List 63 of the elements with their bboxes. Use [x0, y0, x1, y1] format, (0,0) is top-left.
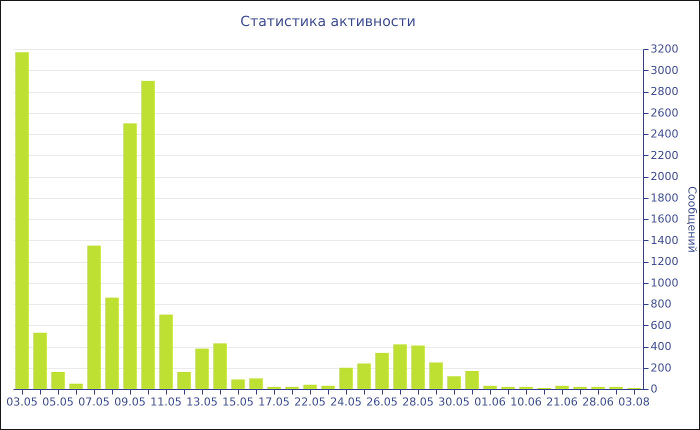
- bar: [33, 332, 47, 389]
- x-tick-label: 01.06: [474, 396, 506, 408]
- bar: [411, 345, 425, 389]
- bar: [339, 368, 353, 389]
- y-tick-label: 2600: [650, 106, 678, 120]
- bar: [357, 364, 371, 389]
- x-tick-label: 24.05: [330, 396, 362, 408]
- y-tick-label: 0: [650, 382, 658, 396]
- bar: [375, 352, 389, 389]
- bar: [303, 384, 317, 389]
- bar: [231, 379, 245, 389]
- y-tick-label: 400: [650, 340, 672, 353]
- x-tick-label: 05.05: [42, 396, 74, 408]
- bar: [177, 372, 191, 389]
- bar: [465, 370, 479, 389]
- bar: [159, 314, 173, 389]
- y-axis-title: Сообщений: [685, 186, 698, 253]
- bar: [555, 386, 569, 389]
- x-tick-label: 22.05: [294, 396, 326, 408]
- bar: [429, 362, 443, 389]
- y-tick-label: 1200: [650, 255, 678, 268]
- x-tick-label: 15.05: [222, 396, 254, 408]
- bar: [51, 372, 65, 389]
- x-tick-label: 11.05: [150, 396, 182, 408]
- x-tick-label: 17.05: [258, 396, 290, 408]
- y-tick-label: 2400: [650, 128, 678, 140]
- y-tick-label: 1400: [650, 234, 678, 247]
- y-tick-label: 3000: [650, 64, 678, 77]
- x-tick-label: 28.05: [402, 396, 434, 408]
- bar: [213, 343, 227, 389]
- bar: [87, 246, 101, 389]
- y-tick-label: 2200: [650, 148, 678, 162]
- x-tick-label: 30.05: [438, 396, 470, 408]
- chart-title: Статистика активности: [240, 14, 416, 30]
- bar: [195, 348, 209, 389]
- bar: [105, 298, 119, 389]
- y-tick-label: 1600: [650, 212, 678, 226]
- y-tick-label: 1800: [650, 191, 678, 204]
- x-tick-label: 26.05: [366, 396, 398, 408]
- bar: [447, 376, 461, 389]
- y-tick-label: 3200: [650, 42, 678, 56]
- bar: [141, 80, 155, 389]
- bar: [483, 386, 497, 389]
- y-tick-label: 2800: [650, 85, 678, 98]
- x-tick-label: 03.08: [618, 396, 650, 408]
- bar: [249, 378, 263, 389]
- bar: [321, 386, 335, 389]
- y-tick-label: 200: [650, 361, 672, 374]
- y-tick-label: 800: [650, 298, 672, 310]
- y-tick-label: 2000: [650, 170, 678, 183]
- x-tick-label: 13.05: [186, 396, 218, 408]
- x-tick-label: 09.05: [114, 396, 146, 408]
- bar: [69, 384, 83, 389]
- bar: [123, 123, 137, 389]
- x-tick-label: 21.06: [546, 396, 578, 408]
- x-tick-label: 10.06: [510, 396, 542, 408]
- x-tick-label: 03.05: [6, 396, 38, 408]
- y-tick-label: 1000: [650, 276, 678, 290]
- bar: [393, 344, 407, 389]
- x-tick-label: 07.05: [78, 396, 110, 408]
- x-tick-label: 28.06: [582, 396, 614, 408]
- y-tick-label: 600: [650, 318, 672, 332]
- bar: [15, 52, 29, 389]
